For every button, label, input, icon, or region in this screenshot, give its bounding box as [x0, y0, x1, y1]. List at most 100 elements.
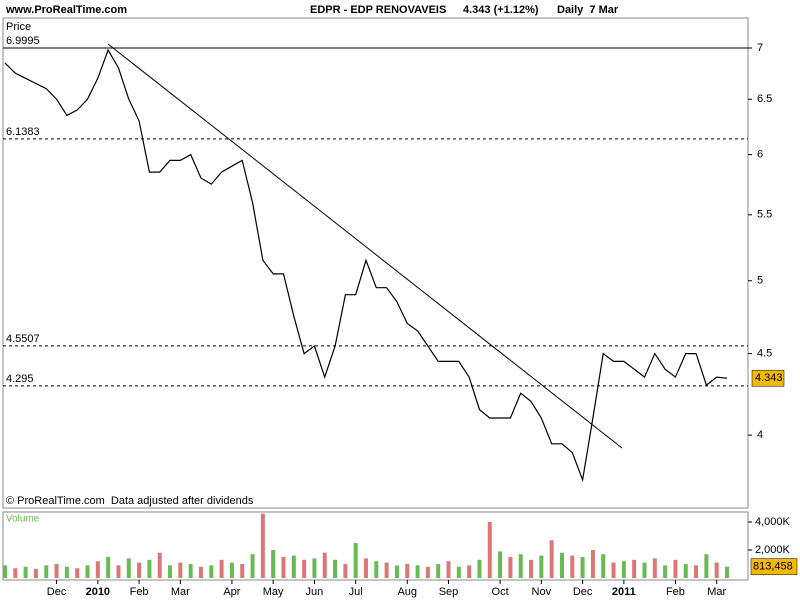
price-line: [4, 48, 728, 483]
volume-bar: [13, 568, 18, 578]
last-volume-label: 813,458: [753, 561, 793, 573]
volume-bar: [116, 565, 121, 578]
volume-bar: [683, 563, 688, 578]
quote: 4.343 (+1.12%): [463, 4, 539, 16]
volume-bar: [209, 565, 214, 578]
level-label: 4.295: [6, 373, 34, 385]
x-tick-label: Nov: [532, 586, 552, 598]
volume-bar: [343, 563, 348, 578]
volume-bar: [663, 565, 668, 578]
y-tick-label: 6.5: [757, 93, 772, 105]
volume-bar: [725, 566, 729, 578]
volume-bar: [456, 566, 461, 578]
price-panel: [2, 17, 749, 509]
volume-bar: [54, 563, 59, 578]
volume-bar: [75, 568, 80, 578]
y-tick-label: 5: [757, 275, 763, 287]
volume-bar: [425, 566, 430, 578]
volume-bar: [33, 568, 38, 578]
x-tick-label: Mar: [707, 586, 726, 598]
volume-bar: [704, 554, 709, 578]
x-tick-label: Feb: [666, 586, 685, 598]
volume-bar: [44, 565, 49, 578]
volume-label: Volume: [6, 514, 40, 525]
volume-bar: [590, 549, 595, 578]
y-tick-label: 4: [757, 429, 763, 441]
volume-bar: [642, 562, 647, 578]
trend-line: [107, 43, 623, 449]
x-tick-label: Jun: [306, 586, 324, 598]
x-tick-label: Feb: [130, 586, 149, 598]
volume-bar: [312, 558, 317, 578]
volume-bar: [168, 565, 173, 578]
volume-bar: [240, 563, 245, 578]
volume-bar: [694, 565, 699, 578]
chart-title: EDPR - EDP RENOVAVEIS: [310, 4, 446, 16]
period: Daily 7 Mar: [557, 4, 619, 16]
x-tick-label: 2010: [86, 586, 110, 598]
volume-bar: [147, 559, 152, 578]
volume-bar: [64, 566, 69, 578]
volume-bar: [178, 562, 183, 578]
volume-bar: [353, 543, 358, 578]
volume-bar: [364, 558, 368, 578]
x-tick-label: Sep: [439, 586, 459, 598]
volume-bar: [611, 562, 616, 578]
volume-bar: [652, 558, 657, 578]
volume-bar: [3, 565, 7, 578]
volume-bar: [673, 559, 678, 578]
volume-bar: [95, 561, 100, 578]
volume-bar: [529, 559, 534, 578]
level-label: 6.1383: [6, 126, 40, 138]
volume-bar: [477, 559, 482, 578]
volume-bar: [405, 563, 410, 578]
volume-bar: [291, 555, 296, 578]
last-volume-tag: [750, 558, 798, 575]
volume-bar: [549, 540, 554, 578]
volume-bar: [415, 565, 420, 578]
volume-bar: [508, 556, 513, 578]
y-tick-label: 4.5: [757, 348, 772, 360]
level-label: 6.9995: [6, 35, 40, 47]
volume-bar: [436, 563, 441, 578]
volume-bar: [281, 556, 286, 578]
volume-bar: [384, 562, 389, 578]
volume-bar: [621, 561, 626, 578]
x-tick-label: Jul: [349, 586, 363, 598]
volume-bar: [487, 522, 492, 578]
source: www.ProRealTime.com: [5, 4, 127, 16]
volume-bar: [229, 562, 234, 578]
volume-bar: [714, 562, 719, 578]
volume-bar: [394, 565, 399, 578]
volume-bar: [198, 566, 203, 578]
y-tick-label: 5.5: [757, 209, 772, 221]
y-tick-label: 2,000K: [755, 544, 791, 556]
x-tick-label: Mar: [171, 586, 190, 598]
volume-bar: [126, 558, 131, 578]
volume-bar: [333, 559, 338, 578]
y-tick-label: 6: [757, 149, 763, 161]
volume-bar: [498, 551, 503, 578]
x-tick-label: Dec: [47, 586, 67, 598]
last-price-tag: [751, 369, 785, 387]
volume-bar: [374, 561, 379, 578]
volume-bar: [250, 554, 255, 578]
volume-bar: [137, 562, 142, 578]
last-price-label: 4.343: [755, 372, 783, 384]
volume-bar: [85, 565, 90, 578]
y-axis-label: Price: [6, 21, 31, 33]
volume-bar: [467, 565, 472, 578]
volume-bar: [157, 552, 162, 578]
x-tick-label: Aug: [397, 586, 417, 598]
volume-bar: [106, 556, 111, 578]
volume-bar: [632, 559, 637, 578]
volume-bar: [580, 556, 585, 578]
x-tick-label: Dec: [573, 586, 593, 598]
y-tick-label: 7: [757, 42, 763, 54]
y-tick-label: 4,000K: [755, 516, 791, 528]
volume-bar: [570, 555, 575, 578]
volume-bar: [302, 559, 307, 578]
volume-bar: [559, 552, 564, 578]
